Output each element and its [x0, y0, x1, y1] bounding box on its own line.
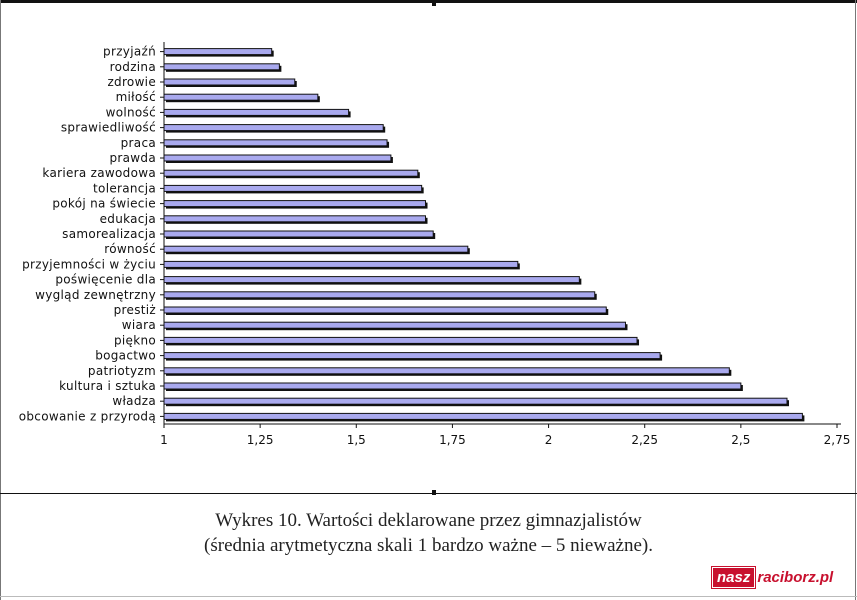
x-tick-label: 2 — [545, 433, 553, 447]
category-label: edukacja — [100, 212, 156, 226]
x-tick-label: 1,5 — [347, 433, 366, 447]
x-tick-label: 1 — [160, 433, 168, 447]
category-label: przyjaźń — [103, 45, 156, 59]
bar — [163, 245, 469, 253]
category-label: obcowanie z przyrodą — [19, 409, 156, 423]
bar — [163, 169, 419, 177]
frame-top-border — [0, 0, 857, 3]
category-label: równość — [104, 242, 156, 256]
frame-right-border — [855, 0, 856, 600]
bar — [163, 48, 273, 56]
bar — [163, 139, 388, 147]
category-label: kariera zawodowa — [42, 166, 156, 180]
bar-chart: 1 1,25 1,5 1,75 2 2,25 2,5 2,75 przyjaźńrodzinaz… — [19, 42, 851, 447]
bar — [163, 63, 280, 71]
category-label: wolność — [106, 105, 156, 119]
category-label: pokój na świecie — [52, 197, 156, 211]
bar — [163, 108, 350, 116]
bar — [163, 260, 519, 268]
category-label: prawda — [110, 151, 157, 165]
bar — [163, 276, 580, 284]
bar — [163, 124, 384, 132]
frame-left-border — [0, 0, 1, 600]
category-label: patriotyzm — [88, 364, 156, 378]
bar — [163, 336, 638, 344]
bar — [163, 352, 661, 360]
logo-part-2: raciborz.pl — [757, 568, 834, 586]
x-tick-label: 1,75 — [439, 433, 466, 447]
bar — [163, 93, 319, 101]
bar — [163, 200, 427, 208]
caption-line-2: (średnia arytmetyczna skali 1 bardzo waż… — [204, 535, 653, 556]
category-label: miłość — [116, 90, 156, 104]
chart-caption: Wykres 10. Wartości deklarowane przez gi… — [0, 508, 857, 558]
bottom-rule — [0, 596, 857, 597]
category-label: kultura i sztuka — [59, 379, 156, 393]
category-label: praca — [121, 136, 156, 150]
category-label: władza — [112, 394, 156, 408]
frame-top-marker — [432, 0, 436, 6]
site-logo[interactable]: nasz raciborz.pl — [712, 566, 835, 588]
bar — [163, 321, 626, 329]
bar — [163, 306, 607, 314]
bar — [163, 382, 742, 390]
category-label: samorealizacja — [62, 227, 156, 241]
frame-bottom-marker — [432, 490, 436, 495]
bar — [163, 154, 392, 162]
bar — [163, 215, 427, 223]
x-tick-label: 2,5 — [731, 433, 750, 447]
bar — [163, 184, 423, 192]
frame-bottom-border — [0, 493, 857, 494]
category-label: poświęcenie dla — [55, 273, 156, 287]
category-label: bogactwo — [95, 349, 156, 363]
bar — [163, 78, 296, 86]
category-label: wygląd zewnętrzny — [35, 288, 156, 302]
x-tick-label: 2,75 — [824, 433, 851, 447]
logo-part-1: nasz — [712, 566, 756, 588]
bar — [163, 291, 596, 299]
category-label: zdrowie — [107, 75, 156, 89]
category-label: przyjemności w życiu — [22, 257, 156, 271]
bar — [163, 397, 788, 405]
bar — [163, 230, 434, 238]
caption-line-1: Wykres 10. Wartości deklarowane przez gi… — [215, 510, 642, 531]
category-label: rodzina — [110, 60, 156, 74]
category-label: tolerancja — [93, 181, 156, 195]
category-label: prestiż — [114, 303, 156, 317]
x-tick-label: 2,25 — [631, 433, 658, 447]
category-label: piękno — [114, 333, 156, 347]
bar — [163, 412, 803, 420]
category-label: wiara — [122, 318, 156, 332]
bar — [163, 367, 730, 375]
category-label: sprawiedliwość — [61, 121, 156, 135]
x-tick-label: 1,25 — [247, 433, 274, 447]
